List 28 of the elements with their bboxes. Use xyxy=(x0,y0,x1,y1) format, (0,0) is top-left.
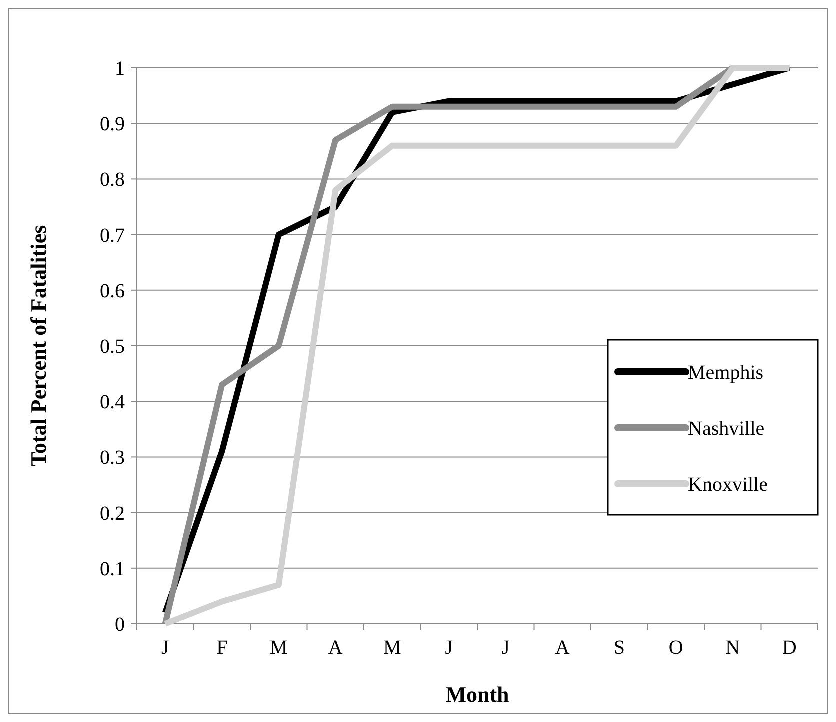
y-tick-label: 0.1 xyxy=(100,558,125,580)
x-axis-title: Month xyxy=(446,682,510,707)
x-tick-label: A xyxy=(328,637,344,659)
x-tick-label: D xyxy=(782,637,797,659)
y-tick-label: 0.9 xyxy=(100,114,125,136)
legend-label: Nashville xyxy=(688,418,765,440)
y-tick-label: 0.2 xyxy=(100,502,125,525)
legend-label: Knoxville xyxy=(688,474,768,496)
y-tick-label: 0.6 xyxy=(100,280,125,302)
x-tick-label: N xyxy=(726,637,740,659)
legend-label: Memphis xyxy=(688,362,764,384)
x-tick-label: M xyxy=(270,637,288,659)
y-tick-label: 0.7 xyxy=(100,224,125,247)
y-tick-label: 0.5 xyxy=(100,336,125,358)
y-tick-label: 0.3 xyxy=(100,447,125,470)
x-tick-label: M xyxy=(383,637,402,659)
x-tick-label: J xyxy=(502,637,510,659)
y-tick-label: 0 xyxy=(115,614,125,636)
y-tick-label: 0.8 xyxy=(100,169,125,192)
x-tick-label: S xyxy=(614,637,625,659)
y-axis-title: Total Percent of Fatalities xyxy=(26,224,51,467)
y-tick-label: 0.4 xyxy=(100,392,125,414)
x-tick-label: J xyxy=(445,637,454,659)
x-tick-label: F xyxy=(216,637,228,659)
y-tick-label: 1 xyxy=(115,58,125,80)
x-tick-label: J xyxy=(161,637,170,659)
x-tick-label: A xyxy=(555,637,570,659)
x-tick-label: O xyxy=(668,637,684,659)
